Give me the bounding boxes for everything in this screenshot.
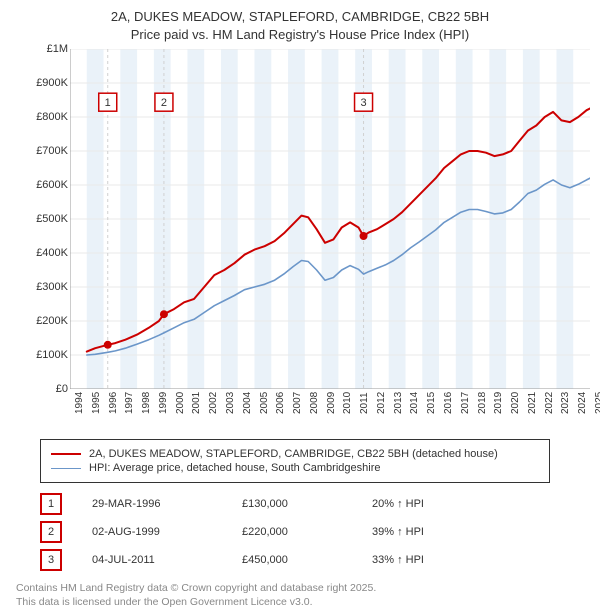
x-axis-label: 2015 xyxy=(426,392,437,414)
y-axis-label: £400K xyxy=(36,247,68,259)
x-axis-label: 2022 xyxy=(544,392,555,414)
x-axis-label: 2006 xyxy=(275,392,286,414)
x-axis-label: 2018 xyxy=(477,392,488,414)
attribution-line-2: This data is licensed under the Open Gov… xyxy=(16,595,590,609)
x-axis-label: 2021 xyxy=(527,392,538,414)
y-axis-label: £600K xyxy=(36,179,68,191)
x-axis-label: 2004 xyxy=(242,392,253,414)
sale-date: 29-MAR-1996 xyxy=(92,498,212,510)
legend-label: HPI: Average price, detached house, Sout… xyxy=(89,462,380,474)
x-axis-label: 1994 xyxy=(74,392,85,414)
x-axis-label: 1999 xyxy=(158,392,169,414)
y-axis-label: £500K xyxy=(36,213,68,225)
legend-label: 2A, DUKES MEADOW, STAPLEFORD, CAMBRIDGE,… xyxy=(89,448,498,460)
x-axis-label: 2013 xyxy=(393,392,404,414)
sale-row: 2 02-AUG-1999 £220,000 39% ↑ HPI xyxy=(40,521,550,543)
y-axis-label: £100K xyxy=(36,349,68,361)
sale-date: 04-JUL-2011 xyxy=(92,554,212,566)
x-axis-label: 2001 xyxy=(191,392,202,414)
x-axis-label: 2000 xyxy=(175,392,186,414)
sale-price: £220,000 xyxy=(242,526,342,538)
chart-title: 2A, DUKES MEADOW, STAPLEFORD, CAMBRIDGE,… xyxy=(10,8,590,43)
x-axis-label: 2012 xyxy=(376,392,387,414)
sale-row: 3 04-JUL-2011 £450,000 33% ↑ HPI xyxy=(40,549,550,571)
plot-area: 1 2 3 xyxy=(70,49,590,389)
x-axis-label: 2005 xyxy=(259,392,270,414)
sale-hpi: 39% ↑ HPI xyxy=(372,526,492,538)
sale-price: £130,000 xyxy=(242,498,342,510)
x-axis-label: 2016 xyxy=(443,392,454,414)
sales-table: 1 29-MAR-1996 £130,000 20% ↑ HPI 2 02-AUG-199… xyxy=(40,493,550,571)
y-axis-label: £900K xyxy=(36,77,68,89)
x-axis-label: 2020 xyxy=(510,392,521,414)
svg-text:2: 2 xyxy=(161,97,167,109)
y-axis-label: £0 xyxy=(56,383,68,395)
legend-row: HPI: Average price, detached house, Sout… xyxy=(51,462,539,474)
x-axis-label: 1996 xyxy=(108,392,119,414)
y-axis-label: £1M xyxy=(47,43,68,55)
y-axis-label: £200K xyxy=(36,315,68,327)
plot-wrap: £0 £100K £200K £300K £400K £500K £600K £700K £80… xyxy=(30,49,590,409)
sale-row: 1 29-MAR-1996 £130,000 20% ↑ HPI xyxy=(40,493,550,515)
x-axis-label: 2010 xyxy=(342,392,353,414)
x-axis-label: 2009 xyxy=(326,392,337,414)
legend-swatch xyxy=(51,468,81,469)
sale-date: 02-AUG-1999 xyxy=(92,526,212,538)
sale-marker-number: 2 xyxy=(40,521,62,543)
x-axis-label: 2014 xyxy=(409,392,420,414)
x-axis-label: 1997 xyxy=(124,392,135,414)
svg-text:1: 1 xyxy=(105,97,111,109)
svg-text:3: 3 xyxy=(360,97,366,109)
sale-hpi: 33% ↑ HPI xyxy=(372,554,492,566)
x-axis-label: 2011 xyxy=(359,393,370,415)
x-axis-label: 2008 xyxy=(309,392,320,414)
sale-price: £450,000 xyxy=(242,554,342,566)
title-line-1: 2A, DUKES MEADOW, STAPLEFORD, CAMBRIDGE,… xyxy=(10,8,590,26)
legend-swatch xyxy=(51,453,81,455)
x-axis-label: 2019 xyxy=(493,392,504,414)
x-axis-label: 1998 xyxy=(141,392,152,414)
attribution-line-1: Contains HM Land Registry data © Crown c… xyxy=(16,581,590,595)
x-axis-label: 2007 xyxy=(292,392,303,414)
x-axis-label: 2024 xyxy=(577,392,588,414)
attribution: Contains HM Land Registry data © Crown c… xyxy=(16,581,590,609)
sale-marker-number: 1 xyxy=(40,493,62,515)
y-axis-label: £800K xyxy=(36,111,68,123)
y-axis-labels: £0£100K£200K£300K£400K£500K£600K£700K£80… xyxy=(20,49,68,389)
y-axis-label: £700K xyxy=(36,145,68,157)
sale-hpi: 20% ↑ HPI xyxy=(372,498,492,510)
chart-container: 2A, DUKES MEADOW, STAPLEFORD, CAMBRIDGE,… xyxy=(0,0,600,590)
x-axis-label: 2002 xyxy=(208,392,219,414)
y-axis-label: £300K xyxy=(36,281,68,293)
legend-row: 2A, DUKES MEADOW, STAPLEFORD, CAMBRIDGE,… xyxy=(51,448,539,460)
sale-marker-number: 3 xyxy=(40,549,62,571)
x-axis-label: 2023 xyxy=(560,392,571,414)
x-axis-label: 2003 xyxy=(225,392,236,414)
x-axis-label: 2017 xyxy=(460,392,471,414)
x-axis-label: 1995 xyxy=(91,392,102,414)
x-axis-label: 2025 xyxy=(594,392,600,414)
legend-box: 2A, DUKES MEADOW, STAPLEFORD, CAMBRIDGE,… xyxy=(40,439,550,483)
x-axis-labels: 1994199519961997199819992000200120022003… xyxy=(70,389,590,409)
plot-svg: 1 2 3 xyxy=(70,49,590,389)
title-line-2: Price paid vs. HM Land Registry's House … xyxy=(10,26,590,44)
